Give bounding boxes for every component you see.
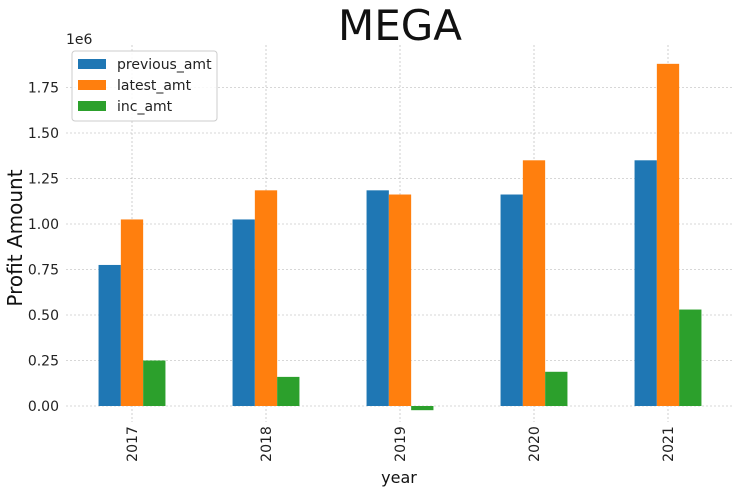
x-tick-label: 2020 bbox=[527, 426, 543, 462]
legend-box bbox=[71, 50, 218, 122]
y-tick-label: 1.50 bbox=[28, 126, 59, 142]
bar-inc_amt-2020 bbox=[545, 371, 568, 406]
bar-previous_amt-2021 bbox=[634, 160, 657, 406]
bar-latest_amt-2021 bbox=[656, 63, 680, 407]
bar-inc_amt-2019 bbox=[411, 406, 434, 411]
bar-latest_amt-2020 bbox=[522, 160, 546, 406]
y-tick-label: 1.00 bbox=[28, 217, 59, 233]
bar-previous_amt-2017 bbox=[98, 264, 121, 406]
x-tick-label: 2019 bbox=[393, 426, 409, 462]
chart-title: MEGA bbox=[338, 1, 462, 50]
legend-swatch bbox=[78, 80, 106, 90]
bar-latest_amt-2018 bbox=[254, 190, 278, 406]
bar-previous_amt-2019 bbox=[366, 190, 389, 406]
x-tick-label: 2018 bbox=[259, 426, 275, 462]
legend-label: inc_amt bbox=[117, 99, 173, 115]
bar-latest_amt-2017 bbox=[120, 219, 144, 406]
x-axis-label: year bbox=[381, 468, 417, 487]
y-tick-label: 0.75 bbox=[28, 263, 59, 279]
legend-label: previous_amt bbox=[117, 57, 212, 73]
y-tick-labels: 0.00 0.25 0.50 0.75 1.00 1.25 1.50 1.75 bbox=[28, 81, 59, 416]
x-tick-labels: 2017 2018 2019 2020 2021 bbox=[125, 426, 677, 462]
y-tick-label: 1.75 bbox=[28, 81, 59, 97]
legend-swatch bbox=[78, 101, 106, 111]
bar-inc_amt-2021 bbox=[679, 309, 702, 406]
bar-previous_amt-2018 bbox=[232, 219, 255, 406]
bars bbox=[98, 63, 702, 411]
y-offset-label: 1e6 bbox=[66, 32, 93, 48]
y-tick-label: 0.00 bbox=[28, 399, 59, 415]
y-tick-label: 0.50 bbox=[28, 308, 59, 324]
y-axis-label: Profit Amount bbox=[3, 169, 27, 306]
legend-swatch bbox=[78, 59, 106, 69]
bar-previous_amt-2020 bbox=[500, 194, 523, 406]
x-tick-label: 2021 bbox=[661, 426, 677, 462]
bar-inc_amt-2017 bbox=[143, 360, 166, 406]
y-tick-label: 0.25 bbox=[28, 354, 59, 370]
x-tick-label: 2017 bbox=[125, 426, 141, 462]
legend: previous_amt latest_amt inc_amt bbox=[71, 50, 218, 122]
y-tick-label: 1.25 bbox=[28, 172, 59, 188]
legend-label: latest_amt bbox=[117, 78, 192, 94]
bar-inc_amt-2018 bbox=[277, 376, 300, 406]
bar-latest_amt-2019 bbox=[388, 194, 412, 406]
